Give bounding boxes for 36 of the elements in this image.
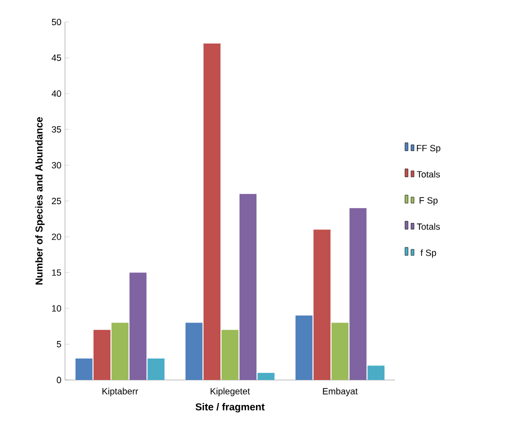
x-tick-label: Kiplegetet [210,388,250,396]
y-tick-label: 15 [52,269,62,276]
bar [258,372,274,380]
y-tick-label: 25 [52,198,62,204]
y-tick-label: 50 [52,18,62,26]
y-axis-title: Number of Species and Abundance [35,117,45,285]
legend-label: F Sp [420,197,438,206]
bar [296,316,312,380]
bar [94,330,110,380]
bar [186,322,202,380]
y-tick-label: 45 [52,54,62,61]
y-tick-label: 20 [52,234,62,240]
y-tick-label: 5 [56,341,62,348]
bar [130,272,146,380]
bar [204,43,220,380]
bar [112,322,128,380]
bar [222,330,238,380]
y-tick-label: 30 [52,162,62,168]
bar [314,230,330,380]
x-tick-label: Embayat [322,388,358,396]
bar [148,358,164,380]
legend-label: FF Sp [416,144,440,154]
x-axis-title: Site / fragment [196,403,265,412]
x-tick-label: Kiptaberr [102,388,138,396]
y-tick-label: 40 [52,90,62,97]
legend-label: Totals [416,223,440,230]
y-tick-label: 10 [52,305,62,312]
y-tick-label: 35 [52,126,62,133]
legend-label: f Sp [420,249,436,258]
bar [332,322,348,380]
bar [350,208,366,380]
bar [240,194,256,380]
bar [76,358,92,380]
legend-label: Totals [416,170,440,178]
y-tick-label: 0 [56,376,62,384]
bar [368,366,384,380]
